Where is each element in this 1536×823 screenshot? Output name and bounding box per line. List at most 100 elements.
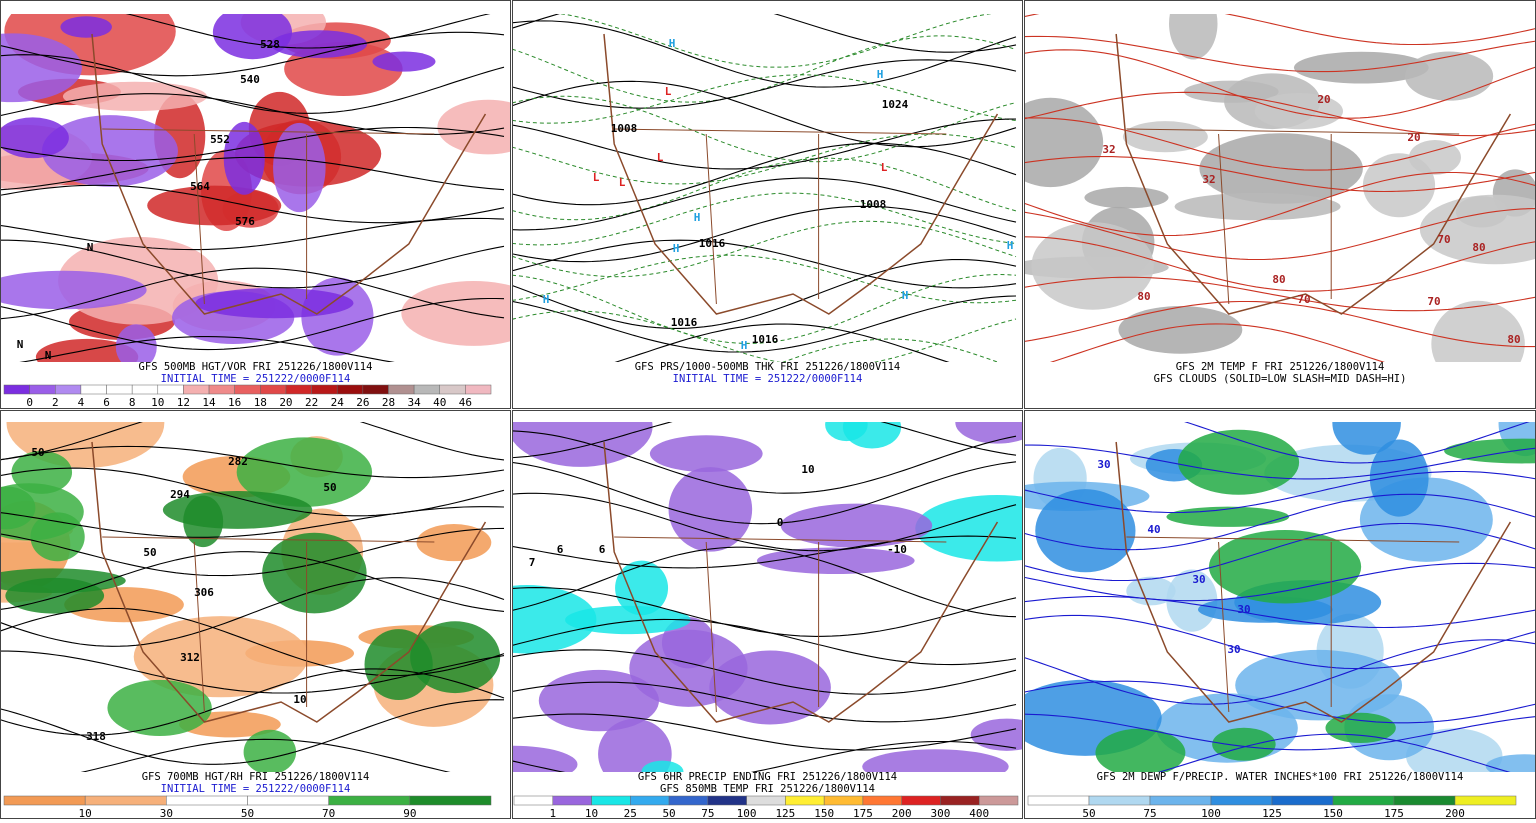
- colorbar-label: 14: [202, 396, 216, 409]
- shaded-area: [1031, 222, 1154, 310]
- contour: [1, 267, 505, 320]
- contour: [513, 295, 1017, 353]
- contour: [1025, 171, 1535, 237]
- map-label: 50: [31, 446, 44, 459]
- contour: [513, 649, 1017, 695]
- shaded-area: [1184, 80, 1279, 103]
- colorbar-label: 50: [662, 807, 675, 819]
- colorbar-label: 28: [382, 396, 395, 409]
- shaded-area: [115, 324, 157, 362]
- colorbar-segment: [1210, 795, 1273, 806]
- contour: [513, 535, 1017, 569]
- coastline: [1115, 441, 1512, 723]
- colorbar-label: 125: [1262, 807, 1282, 819]
- colorbar-segment: [1393, 795, 1456, 806]
- shaded-area: [565, 605, 691, 635]
- contour: [1025, 236, 1535, 292]
- colorbar-label: 25: [624, 807, 637, 819]
- shaded-area: [1, 568, 126, 594]
- caption: GFS CLOUDS (SOLID=LOW SLASH=MID DASH=HI): [1154, 373, 1407, 385]
- colorbar-segment: [157, 384, 184, 395]
- contour: [1, 217, 505, 251]
- colorbar-segment: [707, 795, 747, 806]
- contour: [1025, 276, 1535, 312]
- colorbar-label: 50: [1082, 807, 1095, 819]
- colorbar-label: 200: [1445, 807, 1465, 819]
- contour: [513, 713, 1017, 751]
- shaded-area: [538, 669, 659, 732]
- map-label: 1008: [860, 198, 887, 211]
- contour: [1, 445, 505, 479]
- shaded-area: [416, 524, 492, 562]
- colorbar-label: 150: [814, 807, 834, 819]
- thickness-contour: [513, 35, 1017, 103]
- shaded-area: [1, 270, 147, 310]
- contour: [1025, 14, 1535, 46]
- map-label: 80: [1472, 241, 1485, 254]
- contour: [19, 336, 395, 362]
- map-label: 312: [180, 651, 200, 664]
- colorbar-label: 75: [1143, 807, 1156, 819]
- colorbar-segment: [388, 384, 415, 395]
- contour: [513, 422, 1017, 459]
- contour: [513, 461, 1017, 525]
- shaded-area: [862, 749, 1009, 772]
- map-label: 32: [1102, 143, 1115, 156]
- shaded-area: [147, 185, 282, 226]
- map-label: 318: [86, 730, 106, 743]
- colorbar-segment: [823, 795, 864, 806]
- contour: [614, 323, 950, 362]
- contour: [513, 587, 1017, 637]
- shaded-area: [513, 422, 653, 467]
- contour: [513, 430, 1017, 494]
- shaded-area: [1332, 422, 1401, 455]
- colorbar-segment: [940, 795, 980, 806]
- colorbar-label: 300: [931, 807, 951, 819]
- caption: GFS 700MB HGT/RH FRI 251226/1800V114: [142, 771, 370, 783]
- shaded-area: [1293, 51, 1429, 84]
- colorbar-label: 40: [433, 396, 446, 409]
- colorbar-segment: [1149, 795, 1212, 806]
- shaded-area: [1485, 754, 1535, 772]
- contour: [513, 80, 1017, 148]
- map-label: H: [543, 293, 550, 306]
- map: [1025, 14, 1535, 362]
- shaded-area: [236, 437, 373, 507]
- caption: GFS 6HR PRECIP ENDING FRI 251226/1800V11…: [638, 771, 897, 783]
- thickness-contour: [513, 157, 1017, 221]
- colorbar-label: 50: [241, 807, 254, 819]
- map: [1, 14, 510, 362]
- thickness-contour: [513, 273, 1017, 344]
- shaded-area: [598, 718, 672, 772]
- contour: [1, 551, 505, 612]
- colorbar-label: 70: [322, 807, 335, 819]
- colorbar-segment: [1332, 795, 1395, 806]
- contour: [513, 681, 1017, 723]
- thickness-contour: [513, 310, 1017, 362]
- contour: [1, 527, 505, 577]
- coastline: [91, 33, 487, 315]
- contour: [1, 607, 505, 677]
- shaded-area: [513, 585, 597, 654]
- shaded-area: [30, 512, 85, 562]
- colorbar-label: 100: [737, 807, 757, 819]
- contour: [1025, 562, 1535, 602]
- contour: [1, 31, 505, 77]
- panel: 282 294 306 312 318 50 50 50 10 GFS 700MB HGT/RH …: [0, 410, 511, 820]
- shaded-area: [1369, 439, 1429, 517]
- map-label: H: [877, 68, 884, 81]
- shaded-area: [513, 745, 578, 772]
- colorbar-label: 175: [1384, 807, 1404, 819]
- colorbar-segment: [106, 384, 133, 395]
- shaded-area: [615, 560, 669, 616]
- shaded-area: [641, 760, 684, 772]
- map-label: L: [619, 176, 626, 189]
- contour: [1, 699, 505, 765]
- contour: [1025, 300, 1535, 348]
- map: [1025, 422, 1535, 772]
- contour: [80, 738, 451, 772]
- colorbar-label: 175: [853, 807, 873, 819]
- contour: [1025, 639, 1535, 705]
- map-label: 1016: [752, 333, 779, 346]
- panel: 528 540 552 564 576 N N N GFS 500MB HGT/VOR FRI …: [0, 0, 511, 409]
